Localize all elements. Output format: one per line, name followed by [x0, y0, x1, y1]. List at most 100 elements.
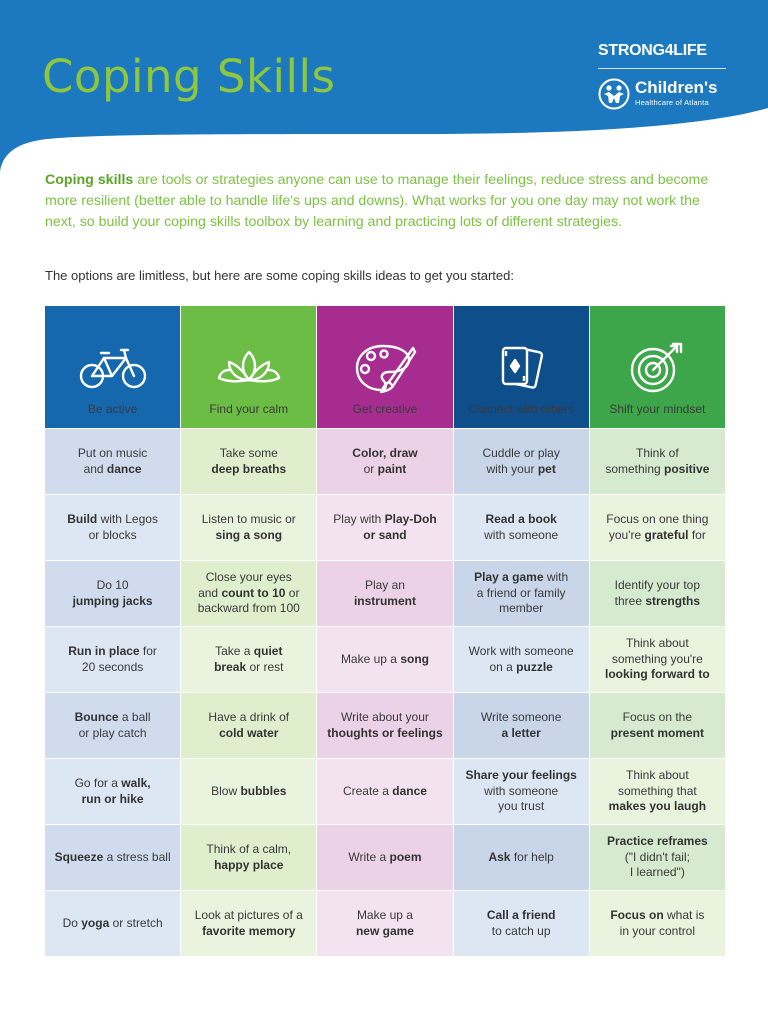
- skill-text-span: for: [139, 644, 157, 658]
- skill-text-span: Go for a: [74, 776, 122, 790]
- skill-text: Identify your top three strengths: [590, 578, 725, 609]
- skill-text-bold: Read a book: [485, 512, 557, 526]
- skill-cell: Play an instrument: [316, 560, 454, 627]
- skill-text-span: Cuddle or play: [482, 446, 560, 460]
- skill-cell: Think of something positive: [589, 428, 725, 495]
- skill-text: Read a book with someone: [454, 512, 589, 543]
- skill-text-bold: puzzle: [516, 659, 553, 674]
- skill-text-span: on a: [489, 659, 517, 674]
- skill-text-bold: Call a friend: [486, 908, 556, 922]
- skill-text-span: with someone: [484, 527, 559, 542]
- skill-cell: Build with Legos or blocks: [45, 494, 182, 561]
- skill-text-bold: Play a game: [474, 570, 544, 585]
- skill-text-bold: happy place: [214, 857, 284, 872]
- skill-text-span: 20 seconds: [81, 659, 144, 674]
- skill-text-bold: poem: [389, 849, 422, 864]
- skill-text-bold: quiet: [253, 644, 283, 658]
- skill-text: Ask for help: [454, 850, 589, 866]
- skill-text-span: to catch up: [491, 923, 551, 938]
- skill-text-bold: looking forward to: [605, 667, 710, 682]
- column-header-connect-with-others: Connect with others: [453, 306, 590, 429]
- skill-text-span: Write someone: [480, 710, 562, 724]
- page-title: Coping Skills: [42, 50, 336, 103]
- skill-text: Do yoga or stretch: [45, 916, 180, 932]
- skill-text-span: with Legos: [97, 512, 158, 526]
- childrens-logo-name: Children's: [635, 78, 718, 97]
- skill-cell: Play a game with a friend or family member: [453, 560, 590, 627]
- skill-cell: Do yoga or stretch: [45, 890, 182, 957]
- skill-text-bold: sing a song: [215, 527, 283, 542]
- skill-text: Focus on the present moment: [590, 710, 725, 741]
- header-background: [0, 0, 768, 172]
- skill-text-bold: Practice reframes: [606, 834, 708, 849]
- skill-cell: Focus on the present moment: [589, 692, 725, 759]
- skill-text: Close your eyes and count to 10 or backwar…: [181, 570, 316, 617]
- skill-cell: Look at pictures of a favorite memory: [180, 890, 318, 957]
- skill-cell: Bounce a ball or play catch: [45, 692, 182, 759]
- bicycle-icon: [79, 349, 146, 389]
- skill-text: Take a quiet break or rest: [181, 644, 316, 675]
- strong4life-logo: STRONG4LIFE: [598, 42, 707, 59]
- skill-text-span: Create a: [342, 783, 393, 798]
- table-row: Put on music and dance Take some deep breat…: [45, 428, 725, 495]
- skill-text-span: you're: [608, 527, 645, 542]
- skill-text-span: for help: [510, 849, 554, 864]
- skill-text-span: Do 10: [96, 578, 129, 592]
- skill-text-bold: favorite memory: [202, 923, 296, 938]
- skill-text-span: something you're: [611, 651, 703, 666]
- lead-sentence: The options are limitless, but here are …: [45, 268, 514, 283]
- skill-text-span: you trust: [498, 799, 545, 814]
- skill-text-bold: grateful: [644, 527, 689, 542]
- coping-skills-table: Be active Find your calm: [45, 306, 725, 957]
- skill-text: Take some deep breaths: [181, 446, 316, 477]
- skill-text-span: Put on music: [77, 446, 148, 460]
- skill-text-span: Write a: [348, 849, 390, 864]
- skill-cell: Make up a song: [316, 626, 454, 693]
- skill-text-bold: Share your feelings: [465, 768, 577, 783]
- skill-text: Think about something you're looking forwa…: [590, 636, 725, 683]
- skill-text-span: Work with someone: [468, 644, 574, 658]
- skill-cell: Close your eyes and count to 10 or backwar…: [180, 560, 318, 627]
- skill-text-bold: thoughts or feelings: [327, 725, 443, 740]
- column-header-shift-your-mindset: Shift your mindset: [589, 306, 725, 429]
- skill-cell: Write someone a letter: [453, 692, 590, 759]
- skill-cell: Call a friend to catch up: [453, 890, 590, 957]
- skill-cell: Take some deep breaths: [180, 428, 318, 495]
- skill-text-bold: cold water: [219, 725, 279, 740]
- target-icon: [631, 343, 683, 393]
- skill-text-span: Play an: [364, 578, 405, 592]
- skill-text: Put on music and dance: [45, 446, 180, 477]
- column-label: Shift your mindset: [609, 402, 706, 417]
- table-row: Do 10 jumping jacks Close your eyes and cou…: [45, 560, 725, 627]
- skill-text: Write a poem: [317, 850, 452, 866]
- skill-cell: Play with Play-Doh or sand: [316, 494, 454, 561]
- skill-cell: Read a book with someone: [453, 494, 590, 561]
- skill-text-bold: Bounce: [74, 710, 119, 724]
- skill-text-span: a friend or family: [476, 585, 566, 600]
- skill-cell: Take a quiet break or rest: [180, 626, 318, 693]
- skill-cell: Put on music and dance: [45, 428, 182, 495]
- skill-text-bold: jumping jacks: [72, 593, 153, 608]
- skill-text-span: with someone: [484, 783, 559, 798]
- skill-text-span: or blocks: [88, 527, 137, 542]
- skill-text: Work with someone on a puzzle: [454, 644, 589, 675]
- childrens-logo-icon: [598, 78, 630, 110]
- skill-text-span: Think about: [625, 636, 689, 651]
- column-label: Get creative: [352, 402, 418, 417]
- skill-text-span: something that: [617, 783, 697, 798]
- skill-text-span: with: [543, 570, 569, 585]
- skill-cell: Do 10 jumping jacks: [45, 560, 182, 627]
- skill-cell: Squeeze a stress ball: [45, 824, 182, 891]
- table-header-row: Be active Find your calm: [45, 306, 725, 429]
- skill-text-span: I learned"): [629, 865, 685, 880]
- table-row: Build with Legos or blocks Listen to music…: [45, 494, 725, 561]
- skill-text-bold: a letter: [501, 725, 541, 740]
- skill-text: Think about something that makes you laugh: [590, 768, 725, 815]
- skill-text-span: in your control: [619, 923, 696, 938]
- skill-cell: Have a drink of cold water: [180, 692, 318, 759]
- skill-text-span: Have a drink of: [208, 710, 290, 724]
- skill-text: Blow bubbles: [181, 784, 316, 800]
- skill-text-span: for: [688, 527, 706, 542]
- skill-text-span: Blow: [211, 783, 241, 798]
